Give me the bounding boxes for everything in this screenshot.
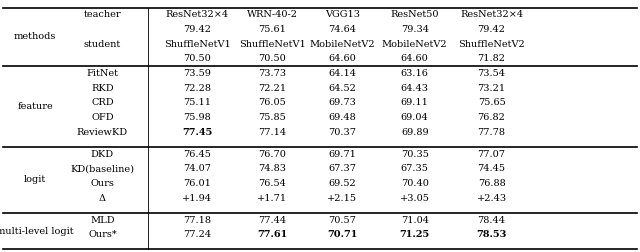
Text: feature: feature [17,102,53,111]
Text: 64.60: 64.60 [328,54,356,63]
Text: 78.44: 78.44 [477,216,506,225]
Text: 77.18: 77.18 [183,216,211,225]
Text: 77.07: 77.07 [477,150,506,159]
Text: student: student [84,40,121,49]
Text: 75.11: 75.11 [183,98,211,107]
Text: 77.78: 77.78 [477,128,506,137]
Text: WRN-40-2: WRN-40-2 [246,10,298,19]
Text: 72.28: 72.28 [183,84,211,93]
Text: 64.43: 64.43 [401,84,429,93]
Text: 64.14: 64.14 [328,69,356,78]
Text: 77.45: 77.45 [182,128,212,137]
Text: 79.42: 79.42 [183,25,211,34]
Text: 71.82: 71.82 [477,54,506,63]
Text: 79.42: 79.42 [477,25,506,34]
Text: 78.53: 78.53 [476,230,507,239]
Text: ResNet32×4: ResNet32×4 [166,10,228,19]
Text: 76.01: 76.01 [183,179,211,188]
Text: +2.15: +2.15 [328,194,357,203]
Text: FitNet: FitNet [86,69,118,78]
Text: 76.45: 76.45 [183,150,211,159]
Text: 70.57: 70.57 [328,216,356,225]
Text: 67.35: 67.35 [401,164,429,173]
Text: Ours*: Ours* [88,230,116,239]
Text: CRD: CRD [91,98,114,107]
Text: KD(baseline): KD(baseline) [70,164,134,173]
Text: 69.11: 69.11 [401,98,429,107]
Text: 69.71: 69.71 [328,150,356,159]
Text: 70.35: 70.35 [401,150,429,159]
Text: +1.71: +1.71 [257,194,287,203]
Text: 76.88: 76.88 [477,179,506,188]
Text: 73.54: 73.54 [477,69,506,78]
Text: 74.64: 74.64 [328,25,356,34]
Text: 70.40: 70.40 [401,179,429,188]
Text: 74.83: 74.83 [258,164,286,173]
Text: DKD: DKD [91,150,114,159]
Text: 76.54: 76.54 [258,179,286,188]
Text: OFD: OFD [91,113,114,122]
Text: 75.98: 75.98 [183,113,211,122]
Text: 76.70: 76.70 [258,150,286,159]
Text: 70.50: 70.50 [258,54,286,63]
Text: 73.73: 73.73 [258,69,286,78]
Text: ShuffleNetV1: ShuffleNetV1 [164,40,230,49]
Text: methods: methods [14,33,56,41]
Text: ResNet32×4: ResNet32×4 [460,10,523,19]
Text: +3.05: +3.05 [400,194,429,203]
Text: 73.21: 73.21 [477,84,506,93]
Text: ShuffleNetV2: ShuffleNetV2 [458,40,525,49]
Text: 64.60: 64.60 [401,54,429,63]
Text: MobileNetV2: MobileNetV2 [310,40,375,49]
Text: 75.65: 75.65 [477,98,506,107]
Text: teacher: teacher [84,10,121,19]
Text: 74.07: 74.07 [183,164,211,173]
Text: +1.94: +1.94 [182,194,212,203]
Text: 70.37: 70.37 [328,128,356,137]
Text: 72.21: 72.21 [258,84,286,93]
Text: 76.05: 76.05 [258,98,286,107]
Text: 79.34: 79.34 [401,25,429,34]
Text: 64.52: 64.52 [328,84,356,93]
Text: 69.73: 69.73 [328,98,356,107]
Text: 69.89: 69.89 [401,128,429,137]
Text: Δ: Δ [99,194,106,203]
Text: multi-level logit: multi-level logit [0,227,74,236]
Text: 76.82: 76.82 [477,113,506,122]
Text: MLD: MLD [90,216,115,225]
Text: 77.61: 77.61 [257,230,287,239]
Text: 75.61: 75.61 [258,25,286,34]
Text: 77.14: 77.14 [258,128,286,137]
Text: +2.43: +2.43 [476,194,507,203]
Text: 70.50: 70.50 [183,54,211,63]
Text: 75.85: 75.85 [258,113,286,122]
Text: logit: logit [24,175,46,184]
Text: ReviewKD: ReviewKD [77,128,128,137]
Text: 70.71: 70.71 [327,230,358,239]
Text: ShuffleNetV1: ShuffleNetV1 [239,40,305,49]
Text: 67.37: 67.37 [328,164,356,173]
Text: 69.04: 69.04 [401,113,429,122]
Text: 77.44: 77.44 [258,216,286,225]
Text: 71.04: 71.04 [401,216,429,225]
Text: 77.24: 77.24 [183,230,211,239]
Text: 63.16: 63.16 [401,69,429,78]
Text: Ours: Ours [90,179,115,188]
Text: RKD: RKD [91,84,114,93]
Text: 69.48: 69.48 [328,113,356,122]
Text: ResNet50: ResNet50 [390,10,439,19]
Text: 74.45: 74.45 [477,164,506,173]
Text: 69.52: 69.52 [328,179,356,188]
Text: VGG13: VGG13 [325,10,360,19]
Text: 71.25: 71.25 [399,230,430,239]
Text: MobileNetV2: MobileNetV2 [382,40,447,49]
Text: 73.59: 73.59 [183,69,211,78]
